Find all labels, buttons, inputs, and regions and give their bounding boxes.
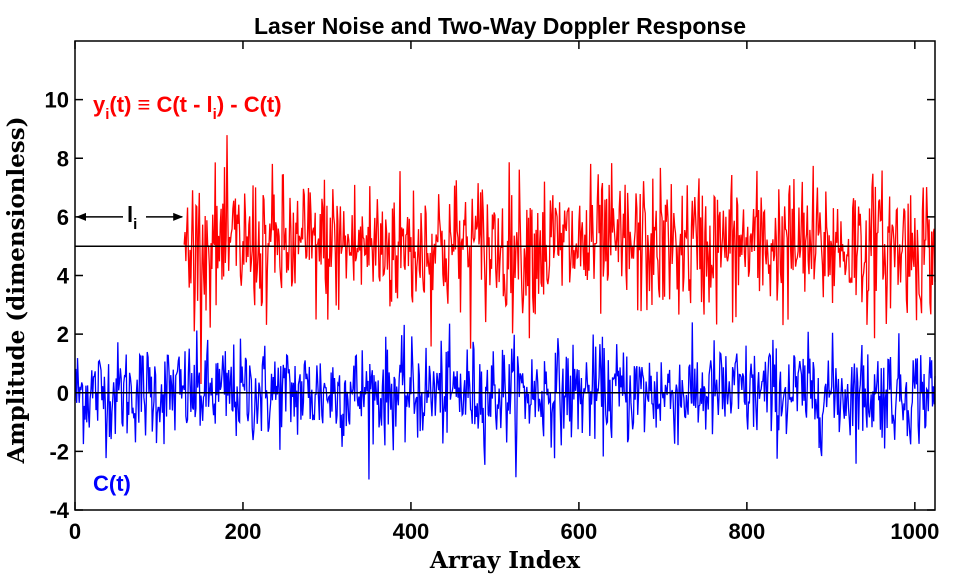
x-axis-label: Array Index	[429, 547, 581, 574]
y-tick-label: 2	[57, 322, 69, 347]
x-tick-label: 600	[561, 519, 598, 544]
x-tick-label: 800	[729, 519, 766, 544]
y-tick-label: 6	[57, 205, 69, 230]
chart-title: Laser Noise and Two-Way Doppler Response	[254, 13, 746, 39]
ticks-layer: 0 200 400 600 800 1000 -4 -2 0 2 4 6 8 10	[45, 41, 939, 544]
y-tick-label: 4	[57, 264, 70, 289]
x-tick-label: 1000	[890, 519, 939, 544]
y-tick-label: -2	[49, 439, 69, 464]
delay-arrow	[76, 212, 184, 221]
y-tick-label: 8	[57, 146, 69, 171]
x-tick-label: 200	[225, 519, 262, 544]
delay-arrow-right-head	[173, 212, 184, 221]
y-tick-label: 0	[57, 381, 69, 406]
y-series-annotation: yi(t) ≡ C(t - li) - C(t)	[93, 92, 282, 123]
series-line-y	[183, 135, 936, 384]
delay-annotation: li	[127, 202, 137, 233]
y-axis-label: Amplitude (dimensionless)	[3, 116, 30, 464]
x-tick-label: 0	[69, 519, 81, 544]
series-layer	[74, 135, 936, 480]
c-series-annotation: C(t)	[93, 471, 131, 496]
y-tick-label: -4	[49, 498, 69, 523]
delay-arrow-left-head	[76, 212, 86, 221]
series-line-c	[74, 322, 936, 480]
x-tick-label: 400	[393, 519, 430, 544]
y-tick-label: 10	[45, 88, 69, 113]
